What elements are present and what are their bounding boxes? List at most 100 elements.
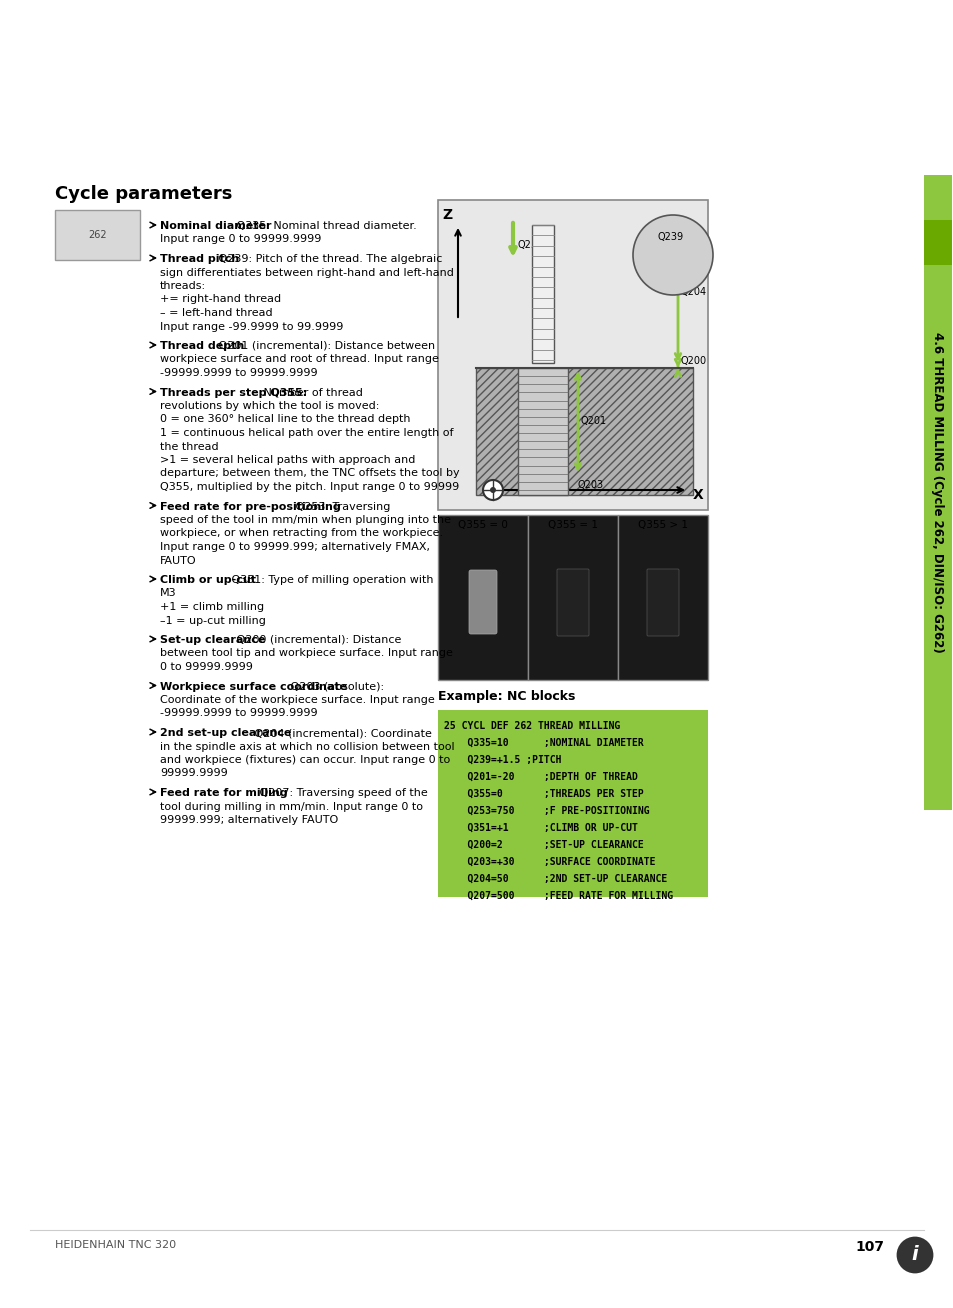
Text: -99999.9999 to 99999.9999: -99999.9999 to 99999.9999: [160, 709, 317, 718]
Text: Q253: Q253: [517, 239, 543, 250]
Text: Thread depth: Thread depth: [160, 341, 244, 351]
Text: – = left-hand thread: – = left-hand thread: [160, 307, 273, 318]
Text: HEIDENHAIN TNC 320: HEIDENHAIN TNC 320: [55, 1240, 176, 1250]
Text: Cycle parameters: Cycle parameters: [55, 184, 233, 203]
FancyBboxPatch shape: [646, 569, 679, 636]
Text: Coordinate of the workpiece surface. Input range: Coordinate of the workpiece surface. Inp…: [160, 695, 435, 705]
Text: 4.6 THREAD MILLING (Cycle 262, DIN/ISO: G262): 4.6 THREAD MILLING (Cycle 262, DIN/ISO: …: [930, 332, 943, 653]
Circle shape: [897, 1237, 931, 1271]
Text: between tool tip and workpiece surface. Input range: between tool tip and workpiece surface. …: [160, 649, 453, 658]
Bar: [618, 515, 707, 680]
Text: Q203=+30     ;SURFACE COORDINATE: Q203=+30 ;SURFACE COORDINATE: [443, 857, 655, 867]
Bar: [437, 829, 707, 846]
Text: revolutions by which the tool is moved:: revolutions by which the tool is moved:: [160, 402, 379, 411]
Text: >1 = several helical paths with approach and: >1 = several helical paths with approach…: [160, 455, 415, 466]
Text: Q204=50      ;2ND SET-UP CLEARANCE: Q204=50 ;2ND SET-UP CLEARANCE: [443, 874, 666, 884]
Text: Number of thread: Number of thread: [260, 387, 362, 398]
Text: Q207=500     ;FEED RATE FOR MILLING: Q207=500 ;FEED RATE FOR MILLING: [443, 891, 673, 901]
Bar: [437, 744, 707, 761]
Text: the thread: the thread: [160, 442, 218, 451]
Text: 262: 262: [88, 230, 107, 239]
Text: Q355 = 1: Q355 = 1: [547, 521, 598, 530]
Text: speed of the tool in mm/min when plunging into the: speed of the tool in mm/min when plungin…: [160, 515, 451, 525]
Text: i: i: [911, 1245, 918, 1265]
Text: Q239: Q239: [658, 232, 683, 242]
Text: Example: NC blocks: Example: NC blocks: [437, 691, 575, 702]
Bar: [437, 761, 707, 778]
Text: Q239=+1.5 ;PITCH: Q239=+1.5 ;PITCH: [443, 755, 561, 765]
Text: Q355=0       ;THREADS PER STEP: Q355=0 ;THREADS PER STEP: [443, 789, 643, 799]
Text: Feed rate for pre-positioning: Feed rate for pre-positioning: [160, 501, 340, 511]
Bar: [437, 515, 527, 680]
Text: Z: Z: [442, 208, 453, 222]
Text: Q239: Pitch of the thread. The algebraic: Q239: Pitch of the thread. The algebraic: [214, 254, 441, 264]
Text: Thread pitch: Thread pitch: [160, 254, 239, 264]
Text: Q207: Traversing speed of the: Q207: Traversing speed of the: [255, 787, 427, 798]
Text: Input range -99.9999 to 99.9999: Input range -99.9999 to 99.9999: [160, 322, 343, 331]
Text: 99999.999; alternatively FAUTO: 99999.999; alternatively FAUTO: [160, 815, 338, 825]
Bar: [437, 778, 707, 795]
Text: 107: 107: [854, 1240, 883, 1254]
Text: Q201=-20     ;DEPTH OF THREAD: Q201=-20 ;DEPTH OF THREAD: [443, 772, 638, 782]
Text: Q351=+1      ;CLIMB OR UP-CUT: Q351=+1 ;CLIMB OR UP-CUT: [443, 823, 638, 833]
Text: Input range 0 to 99999.9999: Input range 0 to 99999.9999: [160, 234, 321, 245]
Text: Q200: Q200: [680, 356, 706, 366]
Text: Nominal diameter: Nominal diameter: [160, 221, 272, 232]
Text: -99999.9999 to 99999.9999: -99999.9999 to 99999.9999: [160, 368, 317, 378]
FancyBboxPatch shape: [557, 569, 588, 636]
Bar: [55, 211, 140, 260]
Text: FAUTO: FAUTO: [160, 556, 196, 565]
Text: Q203 (absolute):: Q203 (absolute):: [287, 681, 384, 692]
Bar: [437, 863, 707, 880]
Text: 0 = one 360° helical line to the thread depth: 0 = one 360° helical line to the thread …: [160, 415, 410, 425]
Bar: [923, 220, 951, 266]
Text: Q355 = 0: Q355 = 0: [457, 521, 507, 530]
Text: 25 CYCL DEF 262 THREAD MILLING: 25 CYCL DEF 262 THREAD MILLING: [443, 721, 619, 731]
Text: workpiece, or when retracting from the workpiece.: workpiece, or when retracting from the w…: [160, 528, 442, 539]
Bar: [437, 200, 707, 510]
Text: Workpiece surface coordinate: Workpiece surface coordinate: [160, 681, 347, 692]
Text: and workpiece (fixtures) can occur. Input range 0 to: and workpiece (fixtures) can occur. Inpu…: [160, 755, 450, 765]
Bar: [437, 710, 707, 727]
Text: += right-hand thread: += right-hand thread: [160, 294, 281, 305]
Text: sign differentiates between right-hand and left-hand: sign differentiates between right-hand a…: [160, 268, 454, 277]
Text: Climb or up-cut: Climb or up-cut: [160, 576, 255, 585]
Text: Q201 (incremental): Distance between: Q201 (incremental): Distance between: [214, 341, 435, 351]
Text: Set-up clearance: Set-up clearance: [160, 634, 265, 645]
Text: Q335: Nominal thread diameter.: Q335: Nominal thread diameter.: [233, 221, 416, 232]
Text: Q203: Q203: [578, 480, 603, 490]
Text: in the spindle axis at which no collision between tool: in the spindle axis at which no collisio…: [160, 742, 455, 752]
Text: Q204: Q204: [680, 286, 706, 297]
Bar: [923, 175, 951, 810]
Text: Q351: Type of milling operation with: Q351: Type of milling operation with: [228, 576, 434, 585]
Text: Q355 > 1: Q355 > 1: [638, 521, 687, 530]
Text: Input range 0 to 99999.999; alternatively FMAX,: Input range 0 to 99999.999; alternativel…: [160, 542, 430, 552]
Bar: [437, 880, 707, 897]
Text: Q355, multiplied by the pitch. Input range 0 to 99999: Q355, multiplied by the pitch. Input ran…: [160, 483, 458, 492]
Text: +1 = climb milling: +1 = climb milling: [160, 602, 264, 612]
Bar: [527, 515, 618, 680]
Bar: [437, 727, 707, 744]
Circle shape: [490, 487, 496, 493]
Bar: [437, 812, 707, 829]
FancyBboxPatch shape: [469, 570, 497, 634]
Bar: [517, 368, 567, 494]
Text: 1 = continuous helical path over the entire length of: 1 = continuous helical path over the ent…: [160, 428, 453, 438]
Text: departure; between them, the TNC offsets the tool by: departure; between them, the TNC offsets…: [160, 468, 459, 479]
Text: Q201: Q201: [580, 416, 606, 426]
Text: Q253=750     ;F PRE-POSITIONING: Q253=750 ;F PRE-POSITIONING: [443, 806, 649, 816]
Text: tool during milling in mm/min. Input range 0 to: tool during milling in mm/min. Input ran…: [160, 802, 422, 811]
Circle shape: [633, 215, 712, 296]
Text: Q335=10      ;NOMINAL DIAMETER: Q335=10 ;NOMINAL DIAMETER: [443, 738, 643, 748]
Text: threads:: threads:: [160, 281, 206, 290]
Text: Q200 (incremental): Distance: Q200 (incremental): Distance: [233, 634, 401, 645]
Text: –1 = up-cut milling: –1 = up-cut milling: [160, 616, 266, 625]
Bar: [437, 846, 707, 863]
Text: Threads per step Q355:: Threads per step Q355:: [160, 387, 307, 398]
Bar: [437, 795, 707, 812]
Text: M3: M3: [160, 589, 176, 599]
Text: Q204 (incremental): Coordinate: Q204 (incremental): Coordinate: [251, 729, 432, 738]
Text: 0 to 99999.9999: 0 to 99999.9999: [160, 662, 253, 672]
Text: Q253: Traversing: Q253: Traversing: [292, 501, 390, 511]
Text: workpiece surface and root of thread. Input range: workpiece surface and root of thread. In…: [160, 354, 438, 365]
